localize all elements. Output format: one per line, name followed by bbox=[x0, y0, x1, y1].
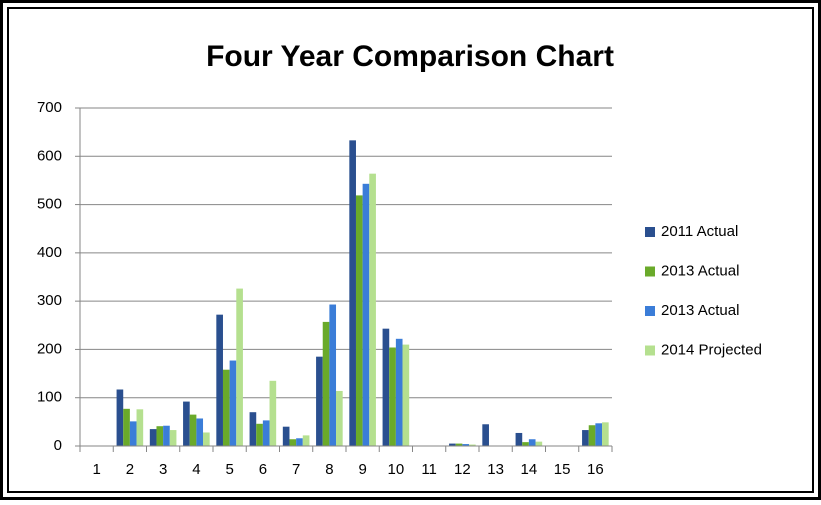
x-tick-label: 11 bbox=[421, 461, 437, 478]
bar bbox=[282, 426, 290, 446]
bar bbox=[262, 420, 270, 446]
bar bbox=[189, 414, 197, 446]
bar bbox=[196, 418, 204, 446]
chart-title: Four Year Comparison Chart bbox=[206, 40, 614, 73]
bar bbox=[462, 444, 470, 446]
y-tick-label: 100 bbox=[37, 389, 62, 406]
x-tick-label: 12 bbox=[454, 461, 471, 478]
y-tick-label: 500 bbox=[37, 196, 62, 213]
bar bbox=[535, 441, 543, 446]
bar bbox=[129, 421, 137, 446]
bar bbox=[296, 438, 303, 446]
bar bbox=[455, 443, 463, 446]
y-tick-label: 700 bbox=[37, 99, 62, 116]
y-tick-label: 400 bbox=[37, 244, 62, 261]
x-tick-label: 1 bbox=[92, 461, 100, 478]
bar bbox=[362, 183, 370, 446]
bar bbox=[163, 425, 170, 446]
bar bbox=[116, 389, 124, 446]
bar bbox=[336, 390, 343, 446]
bar bbox=[169, 430, 177, 446]
x-tick-label: 2 bbox=[126, 461, 134, 478]
legend-label: 2013 Actual bbox=[661, 302, 739, 319]
bar bbox=[602, 422, 609, 446]
bar bbox=[449, 443, 456, 446]
x-tick-label: 7 bbox=[292, 461, 300, 478]
bar bbox=[256, 423, 263, 446]
bar bbox=[216, 314, 223, 446]
y-tick-label: 300 bbox=[37, 292, 62, 309]
bar bbox=[329, 304, 337, 446]
x-tick-label: 15 bbox=[554, 461, 571, 478]
bar bbox=[515, 432, 523, 446]
bar bbox=[395, 338, 403, 446]
legend-swatch bbox=[645, 345, 655, 356]
x-tick-label: 13 bbox=[487, 461, 504, 478]
x-tick-label: 6 bbox=[259, 461, 267, 478]
x-tick-label: 3 bbox=[159, 461, 167, 478]
legend-label: 2013 Actual bbox=[661, 262, 739, 279]
inner-frame bbox=[7, 7, 814, 493]
legend-swatch bbox=[645, 266, 655, 277]
legend-swatch bbox=[645, 227, 655, 237]
bar bbox=[482, 424, 489, 446]
bar bbox=[349, 140, 356, 446]
bar bbox=[355, 195, 363, 446]
x-tick-label: 5 bbox=[225, 461, 233, 478]
bar bbox=[249, 412, 257, 446]
x-tick-label: 9 bbox=[358, 461, 366, 478]
bar bbox=[269, 380, 277, 446]
y-tick-label: 0 bbox=[54, 437, 62, 454]
bar bbox=[316, 356, 323, 446]
y-tick-label: 600 bbox=[37, 147, 62, 164]
bar bbox=[136, 409, 144, 446]
bar bbox=[222, 369, 230, 446]
x-tick-label: 4 bbox=[192, 461, 200, 478]
y-tick-label: 200 bbox=[37, 340, 62, 357]
bar bbox=[389, 347, 396, 446]
legend-swatch bbox=[645, 306, 655, 316]
x-tick-label: 10 bbox=[388, 461, 405, 478]
bar bbox=[302, 435, 310, 446]
bar bbox=[183, 401, 190, 446]
bar bbox=[469, 444, 476, 446]
bar bbox=[229, 360, 237, 446]
bar bbox=[382, 328, 390, 446]
bar bbox=[402, 344, 410, 446]
bar bbox=[149, 429, 157, 446]
legend-label: 2014 Projected bbox=[661, 341, 762, 358]
bar bbox=[522, 442, 529, 446]
x-tick-label: 16 bbox=[587, 461, 604, 478]
bar bbox=[322, 321, 330, 446]
x-tick-label: 14 bbox=[521, 461, 538, 478]
bar bbox=[289, 439, 297, 446]
bar bbox=[595, 423, 603, 446]
x-tick-label: 8 bbox=[325, 461, 333, 478]
bar bbox=[369, 173, 376, 446]
bar bbox=[156, 426, 164, 446]
bar bbox=[123, 408, 130, 446]
bar bbox=[582, 430, 589, 446]
bar bbox=[588, 425, 596, 446]
legend-label: 2011 Actual bbox=[661, 223, 738, 240]
bar bbox=[528, 439, 536, 446]
bar bbox=[203, 432, 210, 446]
bar bbox=[236, 288, 243, 446]
